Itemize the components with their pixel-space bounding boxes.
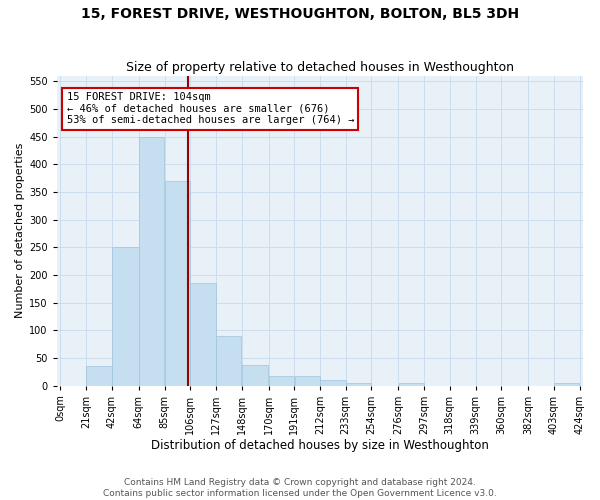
Title: Size of property relative to detached houses in Westhoughton: Size of property relative to detached ho… bbox=[126, 62, 514, 74]
Bar bbox=[554, 383, 580, 386]
Bar bbox=[398, 383, 424, 386]
Bar bbox=[320, 380, 346, 386]
Bar bbox=[269, 376, 294, 386]
Text: Contains HM Land Registry data © Crown copyright and database right 2024.
Contai: Contains HM Land Registry data © Crown c… bbox=[103, 478, 497, 498]
Bar bbox=[86, 366, 112, 386]
Y-axis label: Number of detached properties: Number of detached properties bbox=[15, 143, 25, 318]
Bar bbox=[190, 283, 216, 386]
Bar bbox=[112, 247, 139, 386]
Bar bbox=[139, 136, 164, 386]
Bar bbox=[346, 384, 371, 386]
Bar bbox=[165, 181, 190, 386]
Bar bbox=[295, 376, 320, 386]
Bar bbox=[216, 336, 241, 386]
Bar bbox=[242, 365, 268, 386]
Text: 15, FOREST DRIVE, WESTHOUGHTON, BOLTON, BL5 3DH: 15, FOREST DRIVE, WESTHOUGHTON, BOLTON, … bbox=[81, 8, 519, 22]
Text: 15 FOREST DRIVE: 104sqm
← 46% of detached houses are smaller (676)
53% of semi-d: 15 FOREST DRIVE: 104sqm ← 46% of detache… bbox=[67, 92, 354, 126]
X-axis label: Distribution of detached houses by size in Westhoughton: Distribution of detached houses by size … bbox=[151, 440, 489, 452]
